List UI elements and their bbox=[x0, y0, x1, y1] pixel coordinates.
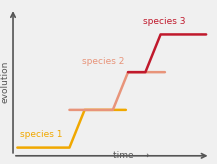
Text: time ⟶: time ⟶ bbox=[113, 151, 149, 160]
Text: species 1: species 1 bbox=[20, 130, 62, 139]
Text: evolution: evolution bbox=[0, 61, 9, 103]
Text: species 3: species 3 bbox=[143, 17, 186, 26]
Text: species 2: species 2 bbox=[82, 57, 125, 66]
